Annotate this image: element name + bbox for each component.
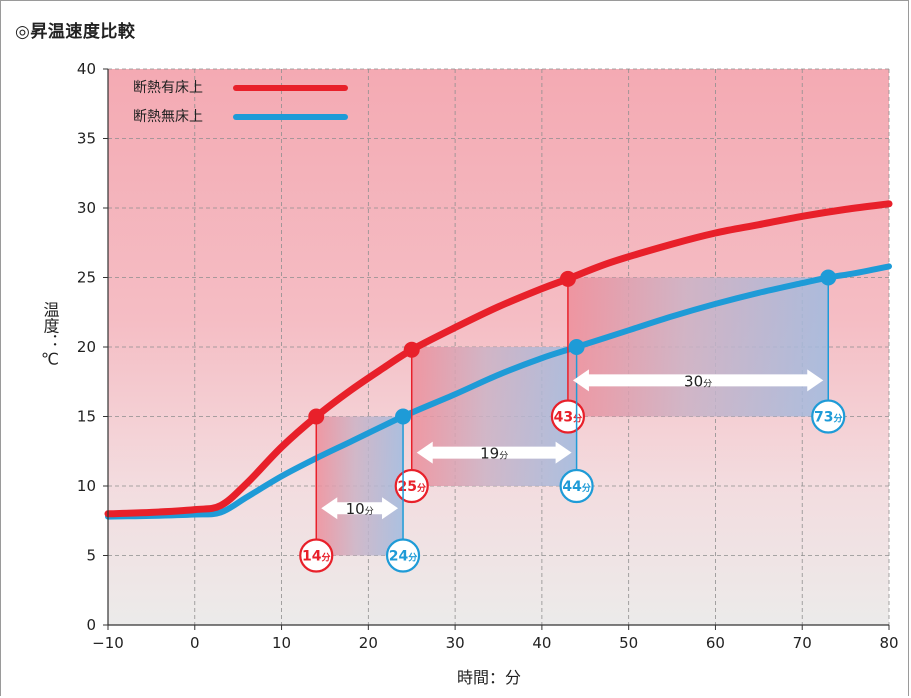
diff-arrow-head-left xyxy=(416,441,433,464)
x-tick-label: 50 xyxy=(619,634,638,652)
time-bubble-label: 43分 xyxy=(554,410,583,426)
y-tick-label: 0 xyxy=(86,616,96,634)
y-tick-label: 30 xyxy=(77,199,96,217)
data-point xyxy=(568,339,585,355)
diff-arrow-shaft xyxy=(584,374,812,387)
legend-label-insulated: 断熱有床上 xyxy=(133,80,203,96)
x-tick-label: 10 xyxy=(272,634,291,652)
diff-arrow-head-left xyxy=(321,497,338,520)
y-tick-label: 20 xyxy=(77,338,96,356)
time-bubble-label: 44分 xyxy=(562,479,591,495)
x-tick-label: 40 xyxy=(532,634,551,652)
y-tick-label: 25 xyxy=(77,269,96,287)
page-title: ◎昇温速度比較 xyxy=(15,22,136,42)
time-bubble-label: 24分 xyxy=(389,549,418,565)
comparison-band xyxy=(411,347,577,486)
diff-arrow-head-right xyxy=(555,441,572,464)
series-line-insulated xyxy=(104,200,893,518)
x-tick-label: 20 xyxy=(359,634,378,652)
x-axis-title: 時間：分 xyxy=(457,668,521,687)
x-tick-label: 70 xyxy=(793,634,812,652)
data-point xyxy=(559,270,576,287)
time-bubble xyxy=(559,468,594,504)
data-point xyxy=(820,269,837,286)
comparison-band xyxy=(567,277,829,417)
time-bubble xyxy=(299,538,334,573)
y-tick-label: 35 xyxy=(77,130,96,148)
y-tick-label: 5 xyxy=(86,547,96,565)
data-point xyxy=(308,408,325,425)
time-bubble xyxy=(811,399,846,434)
time-bubble xyxy=(385,538,421,573)
series-line-non-insulated xyxy=(105,263,892,520)
y-axis-title: 温度：℃ xyxy=(40,302,59,369)
x-tick-label: 60 xyxy=(706,634,725,652)
legend-label-non-insulated: 断熱無床上 xyxy=(133,109,203,125)
data-point xyxy=(403,341,420,358)
diff-arrow-head-left xyxy=(572,369,589,392)
x-tick-label: 80 xyxy=(879,634,898,652)
y-tick-label: 10 xyxy=(77,477,96,495)
x-tick-label: 0 xyxy=(190,634,200,652)
data-point xyxy=(395,408,412,425)
diff-label: 10分 xyxy=(346,500,374,518)
x-tick-label: 30 xyxy=(446,634,465,652)
y-tick-label: 15 xyxy=(77,408,96,426)
diff-arrow-shaft xyxy=(428,446,560,459)
diff-label: 19分 xyxy=(480,445,508,463)
diff-arrow-shaft xyxy=(333,502,387,515)
x-tick-label: −10 xyxy=(92,634,124,652)
y-tick-label: 40 xyxy=(77,60,96,78)
diff-label: 30分 xyxy=(684,372,712,390)
diff-arrow-head-right xyxy=(382,497,399,520)
time-bubble-label: 14分 xyxy=(302,549,331,565)
time-bubble-label: 73分 xyxy=(814,410,843,426)
diff-arrow-head-right xyxy=(807,369,824,392)
